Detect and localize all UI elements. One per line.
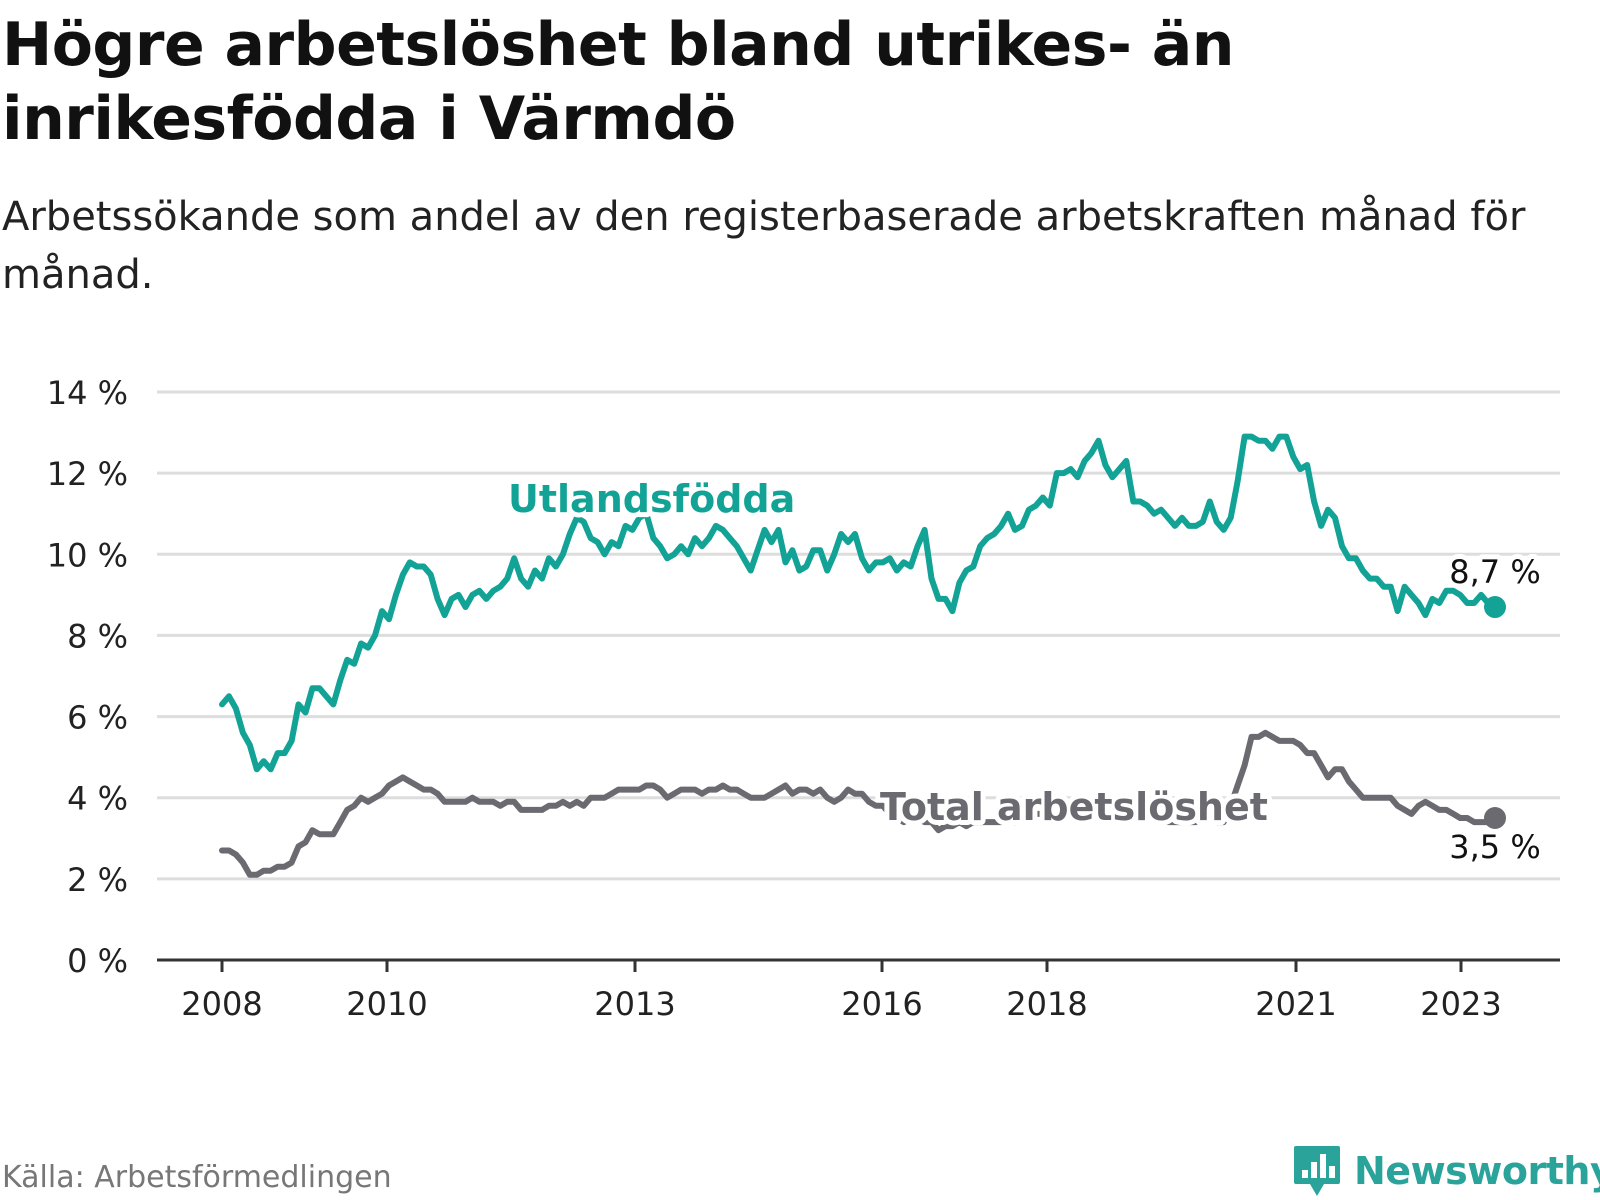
series-line-total bbox=[219, 729, 1498, 878]
y-tick-label: 14 % bbox=[47, 374, 128, 412]
x-tick-label: 2010 bbox=[346, 985, 427, 1023]
newsworthy-logo-icon bbox=[1294, 1146, 1340, 1196]
series-lines bbox=[219, 433, 1506, 878]
chart-subtitle: Arbetssökande som andel av den registerb… bbox=[2, 194, 1526, 298]
x-tick-label: 2008 bbox=[181, 985, 262, 1023]
end-value-label-total: 3,5 % bbox=[1449, 828, 1540, 866]
x-tick-label: 2018 bbox=[1006, 985, 1087, 1023]
series-label-total: Total arbetslöshet bbox=[880, 785, 1268, 829]
x-axis: 2008 2010 2013 2016 2018 2021 2023 bbox=[157, 958, 1560, 1023]
y-tick-label: 10 % bbox=[47, 536, 128, 574]
y-tick-label: 8 % bbox=[67, 617, 128, 655]
series-labels: Utlandsfödda Total arbetslöshet 8,7 % 3,5 % bbox=[503, 472, 1546, 871]
x-tick-label: 2016 bbox=[841, 985, 922, 1023]
y-tick-label: 4 % bbox=[67, 780, 128, 818]
end-marker bbox=[1484, 807, 1506, 829]
y-tick-label: 0 % bbox=[67, 942, 128, 980]
brand-logo: Newsworthy bbox=[1292, 1145, 1600, 1197]
x-tick-label: 2013 bbox=[594, 985, 675, 1023]
x-tick-label: 2021 bbox=[1255, 985, 1336, 1023]
y-tick-label: 2 % bbox=[67, 861, 128, 899]
x-tick-label: 2023 bbox=[1420, 985, 1501, 1023]
y-tick-label: 6 % bbox=[67, 699, 128, 737]
y-tick-label: 12 % bbox=[47, 455, 128, 493]
brand-name: Newsworthy bbox=[1354, 1149, 1600, 1193]
series-line-utlandsfodda bbox=[219, 433, 1498, 773]
source-note: Källa: Arbetsförmedlingen bbox=[2, 1160, 392, 1195]
grid bbox=[157, 390, 1560, 881]
series-label-utlandsfodda: Utlandsfödda bbox=[508, 477, 795, 521]
y-axis: 0 % 2 % 4 % 6 % 8 % 10 % 12 % 14 % bbox=[47, 374, 128, 980]
chart-title: Högre arbetslöshet bland utrikes- än inr… bbox=[2, 10, 1234, 154]
end-value-label-utlandsfodda: 8,7 % bbox=[1449, 553, 1540, 591]
end-marker bbox=[1484, 596, 1506, 619]
